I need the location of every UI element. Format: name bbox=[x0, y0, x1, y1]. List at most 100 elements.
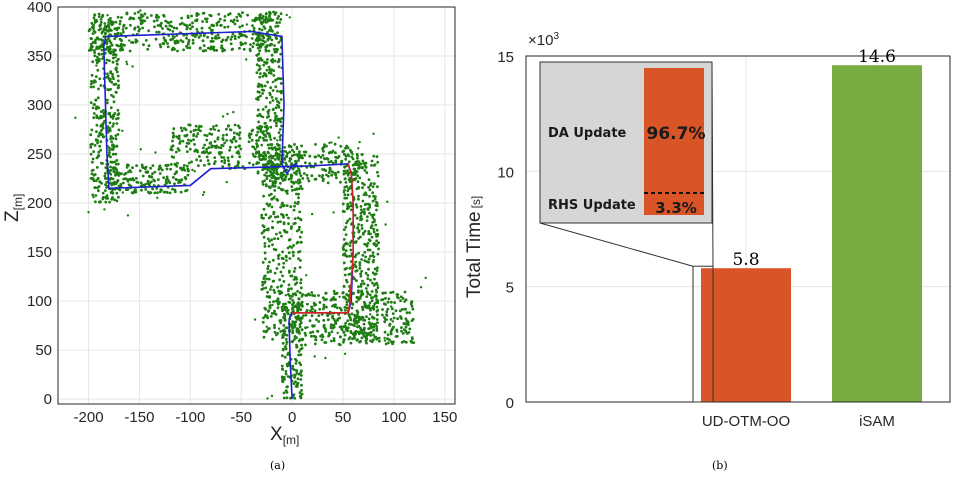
landmark-point bbox=[109, 70, 113, 73]
landmark-point bbox=[343, 253, 347, 257]
landmark-point bbox=[354, 253, 358, 256]
landmark-point bbox=[277, 131, 281, 135]
landmark-point bbox=[89, 145, 93, 149]
landmark-point bbox=[367, 202, 370, 206]
landmark-point bbox=[266, 131, 269, 135]
landmark-point bbox=[314, 155, 318, 159]
landmark-point bbox=[104, 183, 107, 187]
landmark-point bbox=[294, 362, 298, 365]
landmark-point bbox=[345, 255, 349, 258]
landmark-point bbox=[188, 147, 192, 151]
landmark-point bbox=[355, 295, 359, 299]
landmark-point bbox=[239, 147, 243, 151]
landmark-point bbox=[321, 296, 325, 300]
landmark-point bbox=[113, 198, 116, 202]
landmark-point bbox=[387, 341, 390, 345]
landmark-point bbox=[261, 224, 265, 228]
landmark-point bbox=[395, 330, 399, 333]
landmark-point bbox=[322, 149, 325, 153]
landmark-point bbox=[299, 174, 303, 178]
landmark-point bbox=[203, 133, 207, 137]
landmark-point bbox=[265, 138, 268, 142]
landmark-point bbox=[270, 38, 274, 42]
inset-bar-rhs-update bbox=[644, 193, 704, 215]
landmark-point bbox=[250, 37, 254, 40]
inset-label-rhs-update: RHS Update bbox=[548, 198, 636, 213]
landmark-point bbox=[100, 52, 104, 56]
landmark-point bbox=[281, 274, 284, 278]
landmark-point bbox=[304, 334, 308, 337]
landmark-point bbox=[266, 290, 269, 294]
landmark-point bbox=[251, 19, 255, 22]
landmark-point bbox=[305, 173, 309, 177]
landmark-point bbox=[212, 125, 215, 128]
landmark-point bbox=[343, 333, 347, 337]
landmark-point bbox=[141, 174, 145, 178]
landmark-point bbox=[367, 178, 371, 182]
landmark-point bbox=[302, 314, 305, 317]
landmark-point bbox=[290, 174, 294, 178]
landmark-point bbox=[375, 305, 379, 309]
landmark-point bbox=[266, 37, 270, 41]
landmark-point bbox=[116, 113, 120, 117]
landmark-point bbox=[115, 144, 118, 148]
landmark-point bbox=[375, 324, 378, 328]
landmark-point bbox=[227, 159, 230, 163]
landmark-point bbox=[290, 287, 293, 291]
landmark-point bbox=[295, 229, 299, 233]
landmark-point bbox=[364, 271, 368, 275]
landmark-point bbox=[372, 255, 376, 258]
left-x-tick-labels: -200 -150 -100 -50 0 50 100 150 bbox=[74, 409, 458, 426]
left-x-tick-label: 50 bbox=[335, 409, 352, 426]
landmark-point bbox=[280, 212, 283, 216]
landmark-point bbox=[344, 309, 347, 312]
landmark-point bbox=[115, 59, 119, 63]
landmark-point bbox=[212, 162, 216, 166]
landmark-point bbox=[273, 271, 277, 275]
landmark-point bbox=[91, 45, 94, 48]
landmark-point bbox=[95, 64, 98, 67]
landmark-point bbox=[262, 335, 266, 339]
landmark-point bbox=[105, 41, 109, 44]
landmark-point bbox=[314, 338, 317, 342]
landmark-point bbox=[235, 132, 239, 136]
landmark-point bbox=[334, 160, 338, 164]
landmark-point bbox=[97, 116, 101, 120]
landmark-point bbox=[272, 107, 275, 111]
landmark-point bbox=[278, 147, 281, 150]
landmark-point bbox=[232, 135, 236, 139]
landmark-point bbox=[300, 383, 303, 387]
landmark-point bbox=[100, 48, 104, 52]
landmark-point bbox=[118, 22, 122, 26]
landmark-point bbox=[299, 378, 303, 381]
landmark-point bbox=[283, 345, 287, 349]
landmark-point bbox=[316, 330, 320, 333]
landmark-point bbox=[172, 134, 176, 137]
landmark-point bbox=[276, 306, 280, 310]
landmark-point bbox=[357, 160, 361, 164]
landmark-point bbox=[153, 191, 157, 195]
landmark-point bbox=[361, 253, 365, 257]
landmark-point bbox=[113, 27, 117, 31]
landmark-point bbox=[325, 173, 328, 177]
left-x-tick-label: 150 bbox=[432, 409, 457, 426]
landmark-point bbox=[371, 199, 375, 203]
landmark-point bbox=[298, 225, 301, 229]
landmark-point bbox=[208, 132, 212, 136]
landmark-point bbox=[344, 171, 348, 175]
landmark-point bbox=[293, 292, 297, 295]
landmark-point bbox=[268, 193, 271, 197]
landmark-point bbox=[281, 302, 285, 306]
landmark-point bbox=[375, 290, 378, 294]
landmark-point bbox=[298, 391, 302, 394]
landmark-point bbox=[405, 311, 409, 315]
landmark-point bbox=[346, 153, 350, 157]
landmark-point bbox=[357, 223, 360, 226]
landmark-point bbox=[404, 325, 408, 329]
landmark-point bbox=[290, 323, 294, 326]
landmark-point bbox=[334, 298, 337, 301]
landmark-point bbox=[106, 125, 110, 128]
landmark-point bbox=[134, 190, 138, 194]
